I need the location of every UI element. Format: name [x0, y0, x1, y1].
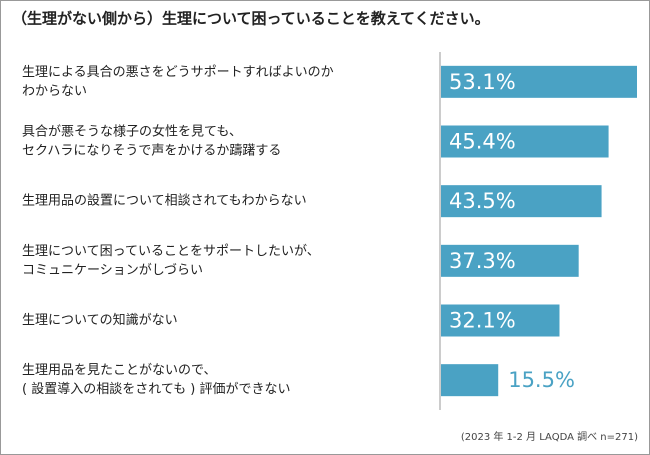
- category-label: 生理についての知識がない: [22, 312, 178, 328]
- chart-title: （生理がない側から）生理について困っていることを教えてください。: [12, 10, 490, 28]
- category-label: コミュニケーションがしづらい: [22, 263, 203, 278]
- category-label: 生理用品を見たことがないので、: [22, 363, 216, 378]
- category-label: 生理による具合の悪さをどうサポートすればよいのか: [22, 65, 334, 80]
- category-label: セクハラになりそうで声をかけるか躊躇する: [22, 144, 281, 159]
- source-note: (2023 年 1-2 月 LAQDA 調べ n=271): [461, 430, 638, 443]
- value-label: 43.5%: [449, 189, 516, 213]
- bar: [441, 125, 609, 158]
- category-label: 具合が悪そうな様子の女性を見ても、: [22, 124, 242, 140]
- value-label: 53.1%: [449, 70, 516, 94]
- value-label: 37.3%: [449, 249, 516, 273]
- value-label: 45.4%: [449, 130, 516, 154]
- value-label: 15.5%: [508, 368, 575, 392]
- value-label: 32.1%: [449, 309, 516, 333]
- bar: [441, 65, 637, 98]
- bar: [441, 244, 579, 277]
- category-label: わからない: [22, 84, 87, 99]
- category-label: 生理について困っていることをサポートしたいが、: [22, 244, 320, 259]
- bar: [441, 185, 602, 218]
- bar: [441, 364, 499, 397]
- category-label: ( 設置導入の相談をされても ) 評価ができない: [22, 381, 291, 397]
- bar: [441, 304, 560, 337]
- category-label: 生理用品の設置について相談されてもわからない: [22, 193, 307, 209]
